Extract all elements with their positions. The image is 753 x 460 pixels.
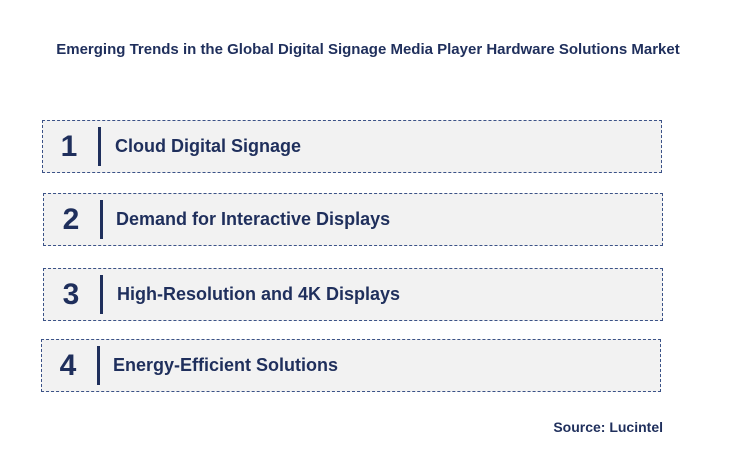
trend-number: 1 xyxy=(60,129,78,163)
trend-item-1: 1 Cloud Digital Signage xyxy=(42,120,662,173)
trend-divider xyxy=(98,127,101,166)
trend-number: 3 xyxy=(62,277,80,311)
trend-label: Demand for Interactive Displays xyxy=(116,209,391,229)
trend-item-4: 4 Energy-Efficient Solutions xyxy=(41,339,661,392)
diagram-title: Emerging Trends in the Global Digital Si… xyxy=(56,41,680,58)
trend-number: 2 xyxy=(62,202,80,236)
trend-number: 4 xyxy=(59,348,77,382)
trend-divider xyxy=(100,275,103,314)
trend-item-2: 2 Demand for Interactive Displays xyxy=(43,193,663,246)
trend-divider xyxy=(100,200,103,239)
source-note: Source: Lucintel xyxy=(553,419,663,435)
trend-item-3: 3 High-Resolution and 4K Displays xyxy=(43,268,663,321)
trend-label: Energy-Efficient Solutions xyxy=(113,355,339,375)
trend-divider xyxy=(97,346,100,385)
trend-label: High-Resolution and 4K Displays xyxy=(117,284,401,304)
trend-label: Cloud Digital Signage xyxy=(115,136,302,156)
